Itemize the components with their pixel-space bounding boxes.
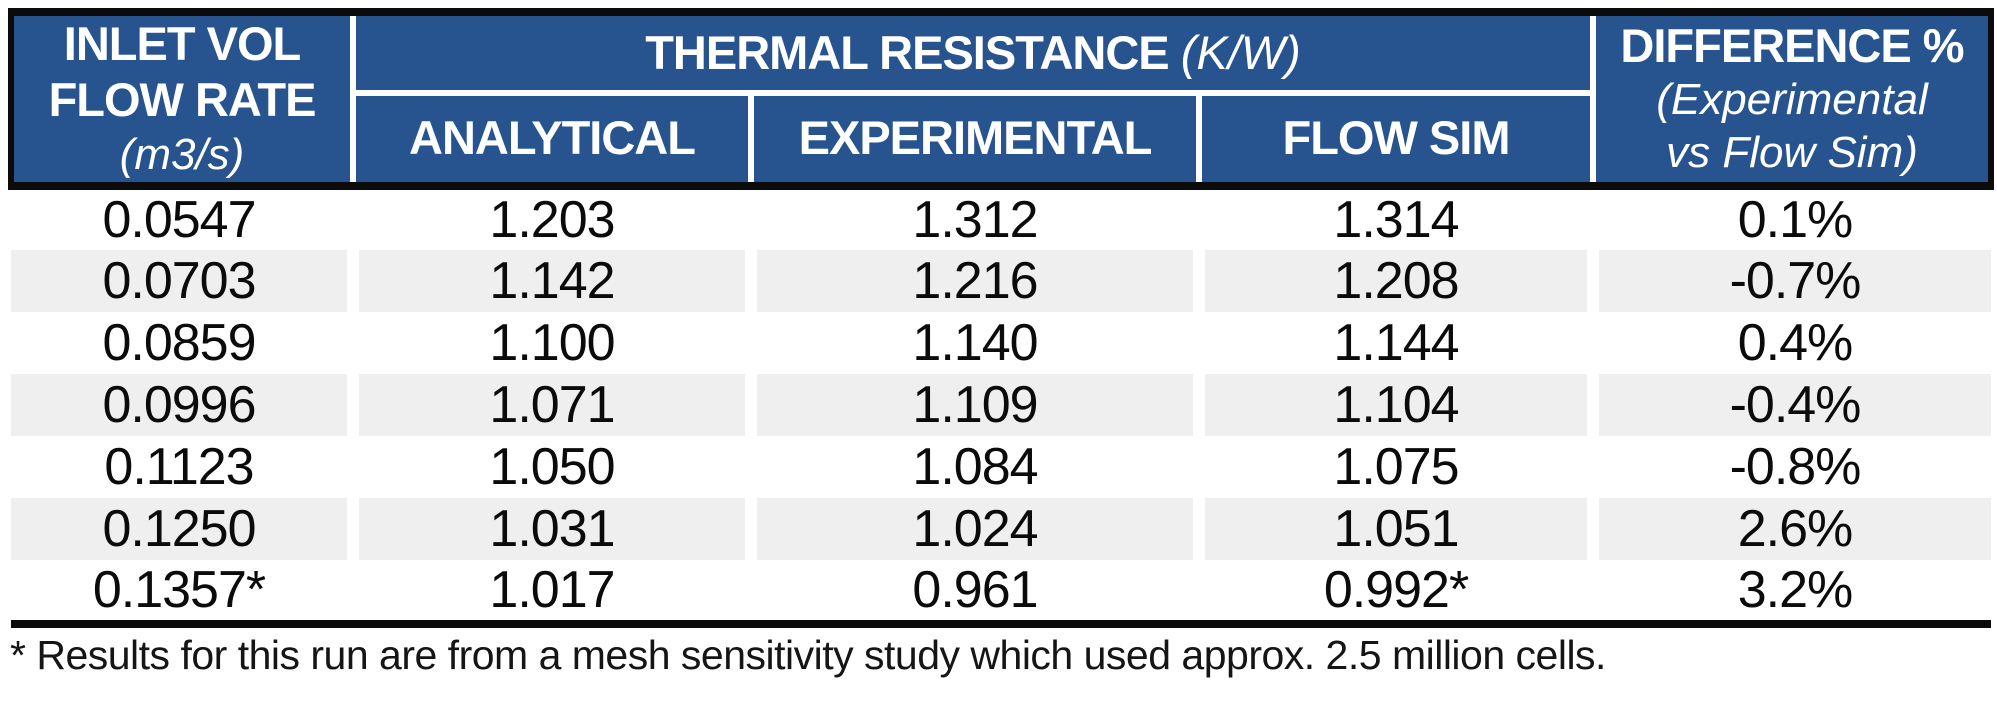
header-inlet-line1: INLET VOL	[63, 17, 301, 70]
table-row: 0.0547 1.203 1.312 1.314 0.1%	[11, 186, 1991, 250]
cell-experimental: 1.024	[751, 497, 1199, 560]
cell-experimental: 0.961	[751, 559, 1199, 628]
cell-flow-rate: 0.0996	[11, 373, 353, 436]
table-figure: INLET VOL FLOW RATE (m3/s) THERMAL RESIS…	[8, 8, 1994, 678]
cell-difference: 0.4%	[1737, 313, 1854, 372]
cell-experimental: 1.216	[751, 249, 1199, 312]
cell-flow-rate: 0.0703	[11, 249, 353, 312]
cell-flow-sim: 1.104	[1199, 373, 1593, 436]
cell-flow-sim: 1.144	[1333, 313, 1459, 372]
cell-experimental: 1.312	[912, 190, 1038, 249]
cell-flow-rate: 0.1250	[11, 497, 353, 560]
cell-flow-sim: 1.314	[1333, 190, 1459, 249]
table-row: 0.0703 1.142 1.216 1.208 -0.7%	[11, 249, 1991, 312]
header-difference-sub1: (Experimental	[1656, 75, 1928, 125]
table-body: 0.0547 1.203 1.312 1.314 0.1% 0.0703 1.1…	[11, 186, 1991, 628]
cell-flow-sim: 1.051	[1199, 497, 1593, 560]
cell-difference: 3.2%	[1593, 559, 1991, 628]
cell-analytical: 1.071	[353, 373, 751, 436]
cell-flow-sim: 1.075	[1333, 437, 1459, 496]
header-analytical: ANALYTICAL	[353, 92, 751, 190]
cell-experimental: 1.109	[751, 373, 1199, 436]
cell-flow-rate: 0.1357*	[11, 559, 353, 628]
cell-analytical: 1.142	[353, 249, 751, 312]
cell-experimental: 1.140	[912, 313, 1038, 372]
header-difference-title: DIFFERENCE %	[1620, 18, 1964, 72]
cell-difference: -0.8%	[1729, 437, 1862, 496]
table-row: 0.1250 1.031 1.024 1.051 2.6%	[11, 497, 1991, 560]
cell-difference: 0.1%	[1737, 190, 1854, 249]
header-thermal-title: THERMAL RESISTANCE	[645, 25, 1169, 79]
table-header: INLET VOL FLOW RATE (m3/s) THERMAL RESIS…	[8, 8, 1994, 190]
cell-difference: -0.4%	[1593, 373, 1991, 436]
cell-difference: 2.6%	[1593, 497, 1991, 560]
cell-flow-rate: 0.1123	[104, 437, 254, 496]
table-row: 0.0996 1.071 1.109 1.104 -0.4%	[11, 373, 1991, 436]
header-row-top: INLET VOL FLOW RATE (m3/s) THERMAL RESIS…	[8, 8, 1994, 190]
header-thermal-unit: (K/W)	[1180, 25, 1301, 79]
header-inlet-unit: (m3/s)	[119, 129, 245, 179]
cell-experimental: 1.084	[912, 437, 1038, 496]
cell-analytical: 1.031	[353, 497, 751, 560]
header-inlet-vol-flow-rate: INLET VOL FLOW RATE (m3/s)	[8, 8, 356, 190]
cell-analytical: 1.100	[489, 313, 615, 372]
cell-flow-rate: 0.0859	[102, 313, 256, 372]
cell-analytical: 1.017	[353, 559, 751, 628]
cell-flow-sim: 0.992*	[1199, 559, 1593, 628]
table-row: 0.1123 1.050 1.084 1.075 -0.8%	[11, 436, 1991, 498]
header-row-sub: ANALYTICAL EXPERIMENTAL FLOW SIM	[11, 92, 1991, 190]
table-row: 0.1357* 1.017 0.961 0.992* 3.2%	[11, 559, 1991, 628]
header-experimental: EXPERIMENTAL	[748, 92, 1199, 190]
cell-analytical: 1.050	[489, 437, 615, 496]
results-table: INLET VOL FLOW RATE (m3/s) THERMAL RESIS…	[8, 8, 1994, 628]
header-flow-sim: FLOW SIM	[1196, 92, 1593, 190]
cell-flow-rate: 0.0547	[102, 190, 256, 249]
table-row: 0.0859 1.100 1.140 1.144 0.4%	[11, 312, 1991, 374]
header-difference-sub2: vs Flow Sim)	[1666, 127, 1918, 177]
cell-analytical: 1.203	[489, 190, 615, 249]
cell-flow-sim: 1.208	[1199, 249, 1593, 312]
cell-difference: -0.7%	[1593, 249, 1991, 312]
header-inlet-line2: FLOW RATE	[48, 73, 317, 127]
footnote: * Results for this run are from a mesh s…	[10, 631, 1606, 678]
header-thermal-resistance: THERMAL RESISTANCE (K/W)	[353, 8, 1593, 96]
header-difference-percent: DIFFERENCE % (Experimental vs Flow Sim)	[1590, 8, 1994, 190]
